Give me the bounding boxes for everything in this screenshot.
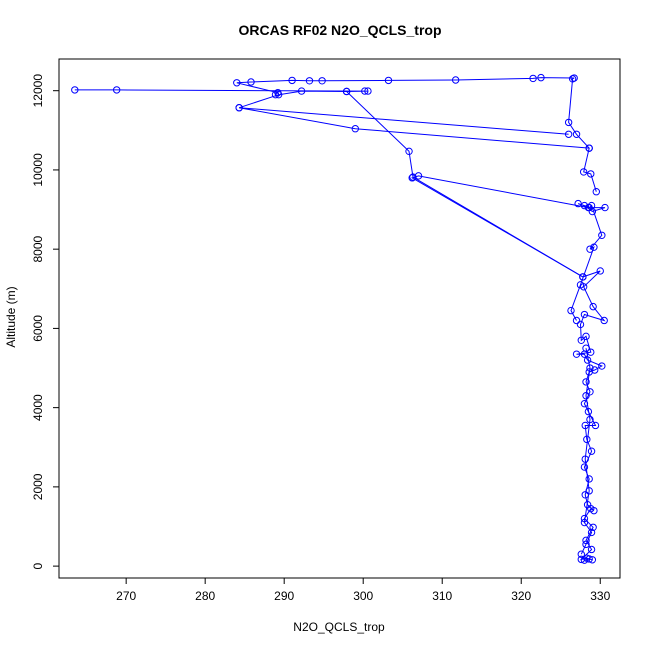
y-tick-label: 10000: [31, 153, 45, 187]
x-tick-label: 310: [432, 589, 452, 603]
data-point: [582, 540, 590, 549]
data-point: [585, 487, 593, 495]
chart-title: ORCAS RF02 N2O_QCLS_trop: [238, 22, 441, 38]
data-point: [588, 556, 597, 564]
data-point: [598, 362, 606, 370]
data-point: [585, 144, 593, 152]
data-point: [587, 447, 596, 455]
series-line: [580, 348, 593, 555]
data-point: [572, 316, 581, 325]
data-point: [581, 455, 589, 463]
y-tick-label: 8000: [31, 235, 45, 262]
data-point: [305, 77, 314, 85]
data-point: [587, 545, 596, 554]
data-point: [580, 463, 589, 471]
data-point: [274, 90, 283, 99]
data-point: [577, 336, 585, 344]
data-point: [570, 74, 578, 82]
data-point: [581, 421, 589, 430]
data-point: [564, 130, 573, 138]
y-tick-label: 2000: [31, 473, 45, 500]
y-axis: 0 2000 4000 6000 8000 10000 12000: [31, 74, 60, 569]
data-point: [582, 392, 590, 400]
data-point: [582, 332, 590, 341]
data-point: [600, 316, 608, 325]
data-point: [574, 199, 582, 208]
data-point: [580, 556, 589, 564]
series-line: [239, 107, 590, 149]
data-point: [361, 87, 369, 95]
data-point: [591, 366, 599, 374]
data-point: [247, 78, 255, 86]
x-tick-label: 290: [274, 589, 294, 603]
data-point: [342, 87, 351, 96]
data-point: [351, 125, 360, 133]
data-point: [582, 344, 590, 352]
data-point: [564, 118, 573, 127]
y-tick-label: 6000: [31, 315, 45, 342]
data-point: [112, 86, 121, 94]
data-point: [580, 518, 589, 527]
data-point: [580, 310, 589, 319]
data-point: [529, 74, 537, 83]
data-point: [572, 350, 581, 358]
data-point: [585, 203, 593, 212]
data-point: [576, 320, 585, 329]
x-tick-label: 300: [353, 589, 373, 603]
data-point: [598, 231, 606, 240]
x-axis-label: N2O_QCLS_trop: [293, 620, 385, 634]
data-point: [582, 378, 590, 386]
data-point: [590, 243, 598, 251]
data-point: [233, 79, 241, 87]
data-point: [576, 281, 585, 289]
data-point: [409, 173, 417, 181]
data-point: [596, 267, 604, 275]
data-point: [586, 245, 594, 253]
data-point: [537, 73, 545, 82]
data-point: [589, 523, 597, 531]
data-point: [577, 555, 585, 564]
data-point: [579, 273, 587, 281]
data-point: [587, 170, 595, 178]
x-tick-label: 330: [590, 589, 610, 603]
x-tick-label: 270: [116, 589, 136, 603]
data-point: [567, 306, 575, 315]
y-axis-label: Altitude (m): [4, 286, 18, 347]
data-point: [579, 168, 588, 176]
data-point: [235, 104, 243, 112]
series-line: [346, 91, 584, 278]
data-point: [592, 188, 600, 196]
data-point: [364, 87, 372, 95]
x-tick-label: 280: [195, 589, 215, 603]
data-point: [318, 77, 326, 85]
data-point: [583, 554, 591, 562]
y-tick-label: 0: [31, 562, 45, 569]
data-point: [587, 201, 596, 210]
data-point: [585, 475, 593, 483]
data-point: [71, 86, 79, 94]
data-point: [591, 421, 600, 430]
data-point: [288, 76, 296, 85]
data-point: [587, 348, 595, 356]
data-point: [297, 87, 306, 95]
data-point: [577, 550, 585, 558]
plot-data-layer: [71, 73, 609, 564]
data-point: [384, 76, 393, 85]
x-tick-label: 320: [511, 589, 531, 603]
data-point: [405, 147, 413, 156]
data-point: [451, 76, 460, 84]
x-axis: 270 280 290 300 310 320 330: [116, 577, 611, 603]
y-tick-label: 12000: [31, 74, 45, 108]
data-point: [586, 415, 594, 424]
data-point: [601, 203, 609, 212]
data-point: [589, 302, 597, 311]
data-point: [414, 172, 423, 180]
data-point: [586, 364, 594, 372]
data-point: [572, 130, 581, 138]
data-point: [587, 528, 596, 537]
y-tick-label: 4000: [31, 394, 45, 421]
data-point: [590, 506, 598, 515]
